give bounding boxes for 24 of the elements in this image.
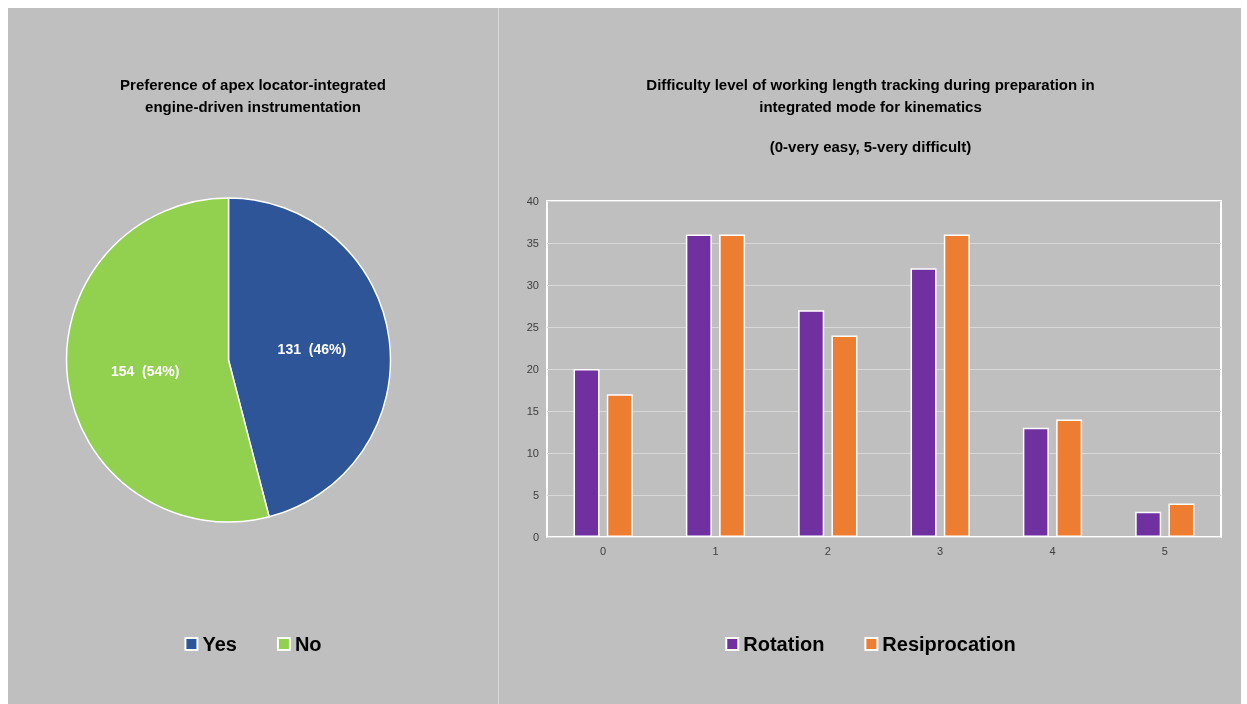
data-label: 131 (46%) — [277, 341, 347, 358]
data-label: 154 (54%) — [110, 362, 180, 379]
chart-title: Preference of apex locator-integrated engine-driven instrumentation — [120, 75, 386, 115]
x-tick-label: 4 — [1049, 544, 1056, 557]
y-tick-label: 20 — [526, 363, 539, 375]
legend-label: No — [294, 633, 322, 655]
x-tick-label: 1 — [712, 544, 719, 557]
y-tick-label: 10 — [526, 447, 539, 459]
y-tick-label: 30 — [526, 279, 539, 291]
y-tick-label: 0 — [532, 531, 539, 543]
legend-label: Rotation — [743, 633, 825, 655]
x-tick-label: 5 — [1161, 544, 1168, 557]
y-tick-label: 40 — [526, 195, 539, 207]
y-tick-label: 25 — [526, 321, 539, 333]
x-tick-label: 2 — [824, 544, 831, 557]
x-tick-label: 0 — [600, 544, 607, 557]
chart-title: Difficulty level of working length tracking during preparation in integrated mode for kinematics — [646, 75, 1095, 115]
y-tick-label: 5 — [532, 489, 539, 501]
legend-label: Yes — [202, 633, 237, 655]
y-tick-label: 15 — [526, 405, 539, 417]
x-tick-label: 3 — [937, 544, 944, 557]
legend-label: Resiprocation — [882, 633, 1016, 655]
y-tick-label: 35 — [526, 237, 539, 249]
chart-subtitle: (0-very easy, 5-very difficult) — [769, 138, 972, 155]
